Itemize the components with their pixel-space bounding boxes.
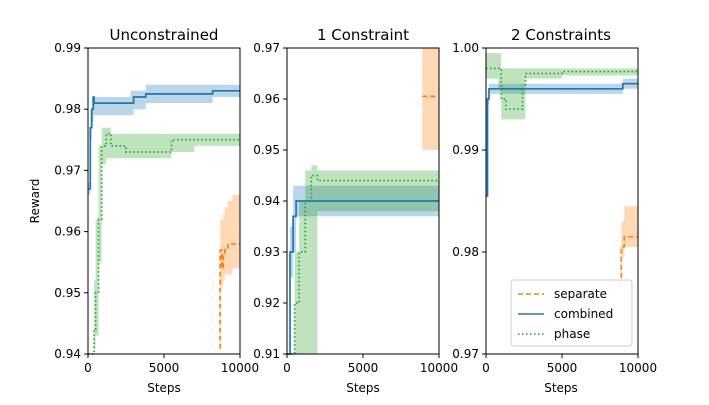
x-tick-label: 10000 — [619, 361, 657, 375]
y-tick-label: 0.96 — [253, 92, 280, 106]
band-phase — [287, 165, 439, 354]
axes-frame — [87, 47, 241, 355]
legend-label-separate: separate — [554, 287, 607, 301]
panel-title: 2 Constraints — [511, 26, 611, 44]
band-phase — [486, 53, 638, 120]
axes-frame — [286, 47, 440, 355]
y-tick-label: 0.92 — [253, 296, 280, 310]
y-tick-label: 0.96 — [54, 225, 81, 239]
series-line-combined — [287, 200, 439, 355]
series-line-combined — [486, 82, 638, 197]
panel-unconstrained: Unconstrained Reward Steps 0.94 0.95 0.96 0… — [28, 26, 259, 395]
x-tick-label: 0 — [84, 361, 92, 375]
y-tick-label: 0.97 — [452, 347, 479, 361]
y-axis-label: Reward — [28, 179, 42, 224]
x-tick-label: 5000 — [149, 361, 180, 375]
x-tick-label: 5000 — [348, 361, 379, 375]
y-tick-label: 0.97 — [253, 41, 280, 55]
y-tick-label: 0.99 — [452, 143, 479, 157]
y-tick-label: 0.94 — [253, 194, 280, 208]
x-axis-label: Steps — [147, 381, 181, 395]
band-phase — [88, 127, 240, 354]
band-combined — [287, 185, 439, 354]
band-separate — [422, 48, 439, 150]
series-line-phase — [287, 174, 439, 355]
band-separate — [618, 206, 638, 283]
y-tick-label: 0.95 — [253, 143, 280, 157]
legend-label-phase: phase — [554, 327, 590, 341]
axes-frame — [485, 47, 639, 355]
panel-1-constraint: 1 Constraint Steps 0.91 0.92 0.93 0.94 0.95 0… — [253, 26, 458, 395]
band-separate — [219, 194, 240, 348]
x-axis-label: Steps — [346, 381, 380, 395]
x-tick-label: 0 — [283, 361, 291, 375]
x-tick-label: 0 — [482, 361, 490, 375]
legend-box — [510, 279, 633, 347]
panel-2-constraints: 2 Constraints Steps 0.97 0.98 0.99 1.00 0 500… — [452, 26, 657, 395]
panel-title: Unconstrained — [110, 26, 219, 44]
legend: separate combined phase — [510, 279, 633, 347]
series-line-phase — [486, 67, 638, 111]
series-line-phase — [88, 132, 240, 355]
series-line-combined — [88, 89, 240, 190]
panel-title: 1 Constraint — [317, 26, 409, 44]
band-combined — [88, 84, 240, 195]
y-tick-label: 1.00 — [452, 41, 479, 55]
y-tick-label: 0.99 — [54, 41, 81, 55]
x-tick-label: 5000 — [547, 361, 578, 375]
y-tick-label: 0.98 — [452, 245, 479, 259]
y-tick-label: 0.97 — [54, 163, 81, 177]
y-tick-label: 0.91 — [253, 347, 280, 361]
x-tick-label: 10000 — [420, 361, 458, 375]
series-line-separate — [219, 242, 240, 349]
y-tick-label: 0.93 — [253, 245, 280, 259]
y-tick-label: 0.98 — [54, 102, 81, 116]
x-tick-label: 10000 — [221, 361, 259, 375]
y-tick-label: 0.94 — [54, 347, 81, 361]
legend-label-combined: combined — [554, 307, 613, 321]
x-axis-label: Steps — [544, 381, 578, 395]
y-tick-label: 0.95 — [54, 286, 81, 300]
